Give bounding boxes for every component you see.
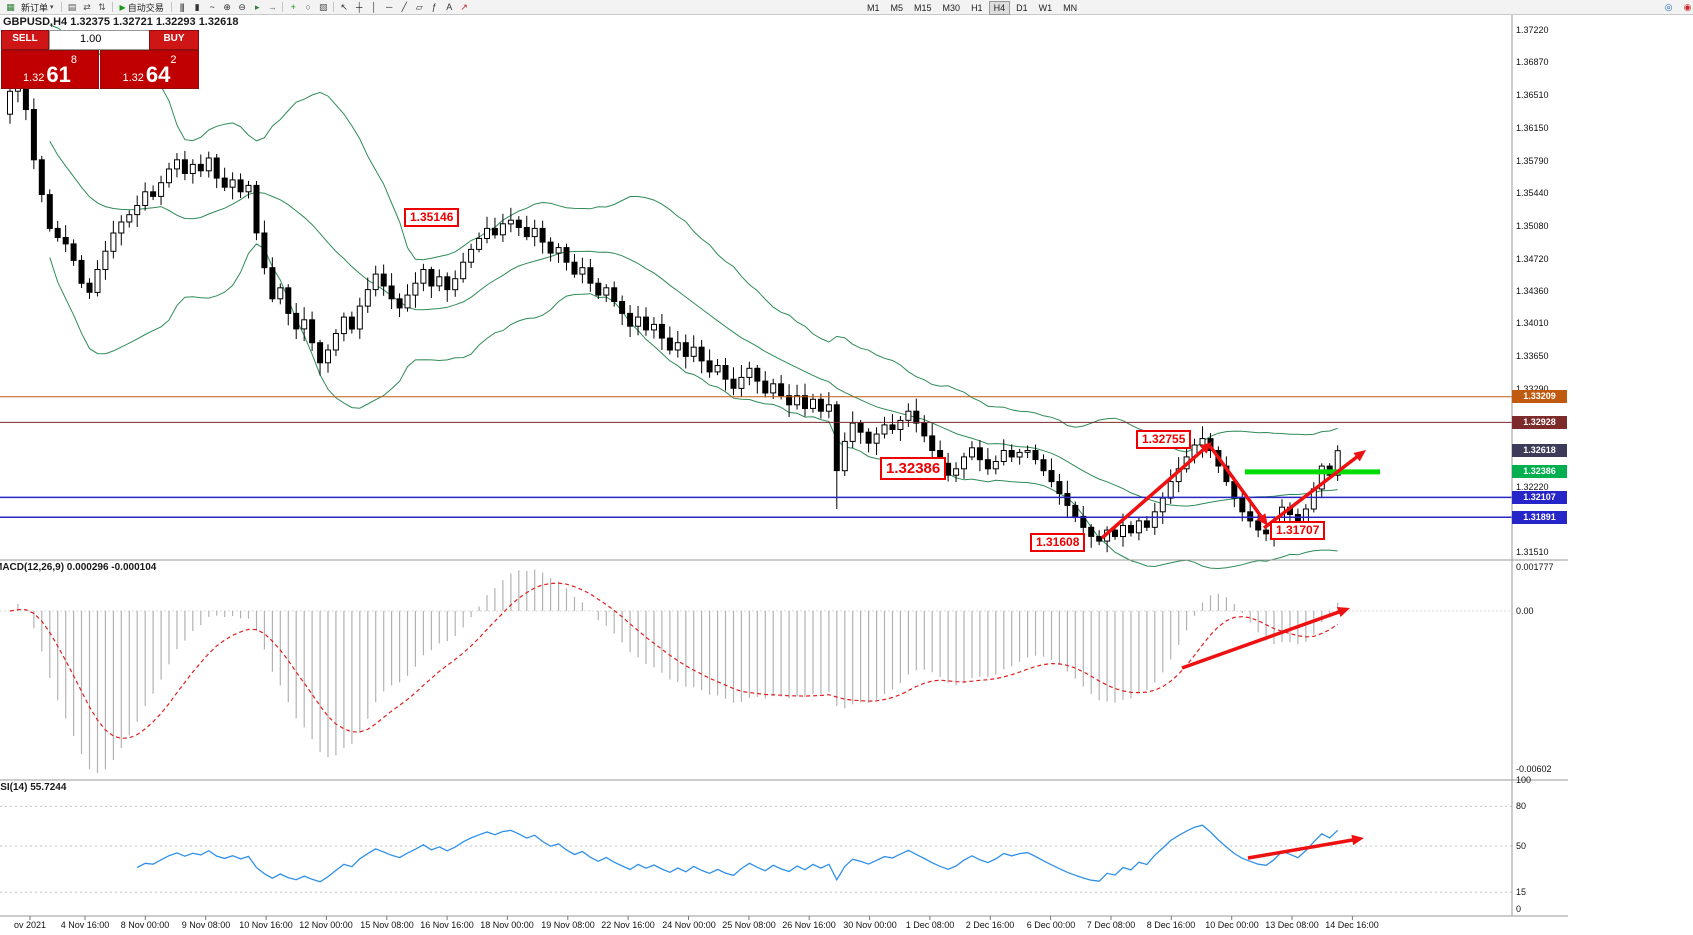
timeframe-toolbar: M1 M5 M15 M30 H1 H4 D1 W1 MN (862, 1, 1082, 15)
text-label-icon[interactable]: A (446, 2, 452, 12)
toolbar-separator (170, 2, 172, 12)
toolbar-group-windows: ▤ ⇄ ⇅ (65, 1, 109, 13)
sell-price-box[interactable]: 1.32 61 8 (1, 50, 99, 89)
rsi-header: RSI(14) 55.7244 (0, 782, 67, 793)
chart-header: GBPUSD,H4 1.32375 1.32721 1.32293 1.3261… (3, 16, 239, 28)
play-icon: ▶ (119, 2, 126, 12)
new-order-button[interactable]: 新订单 ▾ (17, 1, 58, 13)
toolbar-right: ◎ ◉ (1661, 1, 1693, 13)
templates-icon[interactable]: ▨ (318, 2, 328, 12)
chart-shift-icon[interactable]: → (267, 2, 277, 12)
volume-input[interactable]: 1.00 ▲ ▼ (49, 30, 179, 50)
buy-price-box[interactable]: 1.32 64 2 (100, 50, 199, 89)
mql5-community-icon[interactable]: ◉ (1683, 2, 1692, 12)
trendline-icon[interactable]: ╱ (401, 2, 406, 12)
toolbar-group-line-studies: ↖ ┼ │ ─ ╱ ▱ ƒ A ↗ (337, 1, 471, 13)
line-chart-icon[interactable]: ~ (209, 2, 215, 12)
toolbar-separator (60, 2, 62, 12)
candlestick-chart-icon[interactable]: ▮ (194, 2, 200, 12)
trade-controls-row: SELL 1.00 ▲ ▼ BUY (1, 30, 199, 50)
sell-price-big: 61 (46, 62, 71, 87)
bar-chart-icon[interactable]: ||| (179, 2, 185, 12)
macd-plot (0, 569, 1512, 773)
sell-price-sup: 8 (70, 54, 78, 66)
sell-price-prefix: 1.32 (22, 72, 45, 84)
volume-value: 1.00 (80, 33, 102, 45)
main-toolbar: ▦ 新订单 ▾ ▤ ⇄ ⇅ ▶ 自动交易 ||| ▮ ~ ⊕ ⊖ ▸ → + ○ ▨ ↖ ┼ │ ─ ╱ ▱ ƒ… (0, 0, 1693, 15)
crosshair-icon[interactable]: ┼ (356, 2, 362, 12)
toolbar-separator (332, 2, 334, 12)
timeframe-button-m30[interactable]: M30 (942, 3, 961, 13)
toolbar-group-new-chart: ▦ (3, 1, 17, 13)
chart-window[interactable]: GBPUSD,H4 1.32375 1.32721 1.32293 1.3261… (0, 14, 1693, 935)
trend-arrows[interactable] (1100, 442, 1366, 860)
equidistant-channel-icon[interactable]: ▱ (415, 2, 423, 12)
fibonacci-icon[interactable]: ƒ (431, 2, 437, 12)
new-chart-icon[interactable]: ▦ (6, 2, 15, 12)
buy-price-big: 64 (145, 62, 171, 87)
toolbar-separator (111, 2, 113, 12)
rsi-plot (0, 805, 1512, 893)
toolbar-group-chart-controls: ||| ▮ ~ ⊕ ⊖ ▸ → (175, 1, 279, 13)
cursor-icon[interactable]: ↖ (340, 2, 348, 12)
toolbar-group-manage: + ○ ▨ (286, 1, 330, 13)
timeframe-button-m15[interactable]: M15 (914, 3, 932, 13)
autotrading-button[interactable]: ▶ 自动交易 (116, 1, 168, 13)
horizontal-line-icon[interactable]: ─ (386, 2, 392, 12)
profiles-icon[interactable]: ▤ (67, 2, 77, 12)
candles (7, 54, 1341, 553)
sell-button[interactable]: SELL (1, 30, 49, 50)
trade-price-row: 1.32 61 8 1.32 64 2 (1, 50, 199, 89)
periods-icon[interactable]: ○ (305, 2, 310, 12)
arrow-object-icon[interactable]: ↗ (460, 2, 468, 12)
zoom-out-icon[interactable]: ⊖ (238, 2, 246, 12)
toolbar-separator (281, 2, 283, 12)
timeframe-button-h4[interactable]: H4 (988, 1, 1011, 15)
new-order-label: 新订单 (21, 2, 49, 13)
timeframe-button-m1[interactable]: M1 (867, 3, 880, 13)
buy-price-sup: 2 (170, 54, 177, 66)
bollinger-bands (49, 24, 1338, 570)
panel-separators (0, 14, 1568, 920)
tile-windows-icon[interactable]: ⇄ (83, 2, 91, 12)
vertical-line-icon[interactable]: │ (371, 2, 377, 12)
buy-price-prefix: 1.32 (122, 72, 144, 84)
timeframe-button-mn[interactable]: MN (1063, 3, 1078, 13)
cascade-windows-icon[interactable]: ⇅ (98, 2, 106, 12)
timeframe-button-h1[interactable]: H1 (971, 3, 983, 13)
search-icon[interactable]: ◎ (1664, 2, 1673, 12)
buy-button[interactable]: BUY (149, 30, 199, 50)
chevron-down-icon: ▾ (50, 4, 54, 11)
timeframe-button-d1[interactable]: D1 (1016, 3, 1028, 13)
indicators-icon[interactable]: + (290, 2, 296, 12)
autotrading-label: 自动交易 (127, 2, 164, 13)
macd-header: MACD(12,26,9) 0.000296 -0.000104 (0, 562, 157, 573)
horizontal-level-lines[interactable] (0, 396, 1512, 518)
zoom-in-icon[interactable]: ⊕ (223, 2, 231, 12)
timeframe-button-m5[interactable]: M5 (890, 3, 904, 13)
auto-scroll-icon[interactable]: ▸ (254, 2, 260, 12)
timeframe-button-w1[interactable]: W1 (1038, 3, 1053, 13)
chart-canvas[interactable] (0, 14, 1693, 935)
